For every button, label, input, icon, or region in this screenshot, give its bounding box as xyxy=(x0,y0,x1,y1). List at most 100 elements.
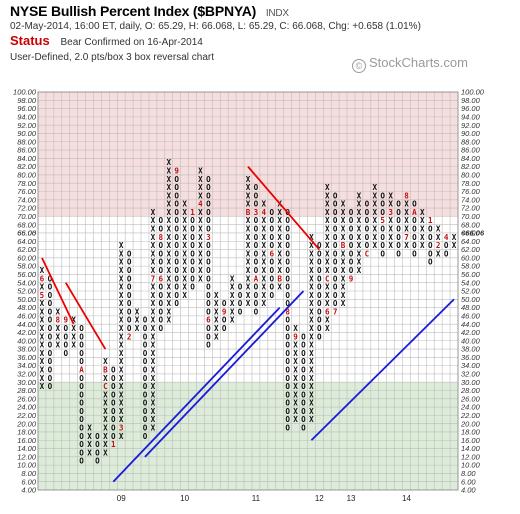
x-box: X xyxy=(40,299,45,308)
x-box: X xyxy=(325,191,330,200)
x-box: X xyxy=(277,233,282,242)
x-box: X xyxy=(309,341,314,350)
o-box: O xyxy=(111,399,116,408)
o-box: O xyxy=(111,390,116,399)
x-box: X xyxy=(40,365,45,374)
y-tick-label-left: 40.00 xyxy=(17,336,37,345)
o-box: O xyxy=(79,432,84,441)
o-box: O xyxy=(79,332,84,341)
o-box: O xyxy=(428,241,433,250)
x-box: X xyxy=(293,390,298,399)
o-box: O xyxy=(254,183,259,192)
x-box: X xyxy=(325,233,330,242)
x-box: X xyxy=(166,233,171,242)
x-box: X xyxy=(119,307,124,316)
x-box: X xyxy=(246,225,251,234)
o-box: O xyxy=(301,341,306,350)
x-box: X xyxy=(452,241,457,250)
x-box: X xyxy=(246,249,251,258)
y-tick-label-left: 80.00 xyxy=(17,171,37,180)
o-box: O xyxy=(79,341,84,350)
x-box: X xyxy=(103,399,108,408)
o-box: O xyxy=(380,200,385,209)
resistance-trendline xyxy=(247,166,321,251)
o-box: O xyxy=(333,200,338,209)
last-price-label: <66.06 xyxy=(461,228,485,237)
o-box: O xyxy=(412,225,417,234)
x-box: X xyxy=(388,216,393,225)
month-mark: A xyxy=(412,208,417,217)
o-box: O xyxy=(317,324,322,333)
o-box: O xyxy=(159,241,164,250)
o-box: O xyxy=(174,216,179,225)
x-box: X xyxy=(198,216,203,225)
x-box: X xyxy=(119,316,124,325)
o-box: O xyxy=(127,299,132,308)
o-box: O xyxy=(222,316,227,325)
y-tick-label-left: 84.00 xyxy=(17,154,37,163)
o-box: O xyxy=(143,341,148,350)
x-box: X xyxy=(40,307,45,316)
o-box: O xyxy=(190,266,195,275)
x-box: X xyxy=(357,191,362,200)
x-box: X xyxy=(246,233,251,242)
x-box: X xyxy=(71,324,76,333)
x-box: X xyxy=(293,365,298,374)
x-box: X xyxy=(325,225,330,234)
o-box: O xyxy=(317,283,322,292)
o-box: O xyxy=(143,324,148,333)
o-box: O xyxy=(63,332,68,341)
x-box: X xyxy=(166,241,171,250)
o-box: O xyxy=(111,415,116,424)
month-mark: 3 xyxy=(206,233,211,242)
x-box: X xyxy=(103,415,108,424)
o-box: O xyxy=(412,241,417,250)
x-box: X xyxy=(341,283,346,292)
o-box: O xyxy=(349,249,354,258)
o-box: O xyxy=(174,283,179,292)
y-tick-label-right: 26.00 xyxy=(460,394,481,403)
o-box: O xyxy=(143,349,148,358)
y-tick-label-left: 50.00 xyxy=(17,295,37,304)
x-box: X xyxy=(151,258,156,267)
chart-title-text: NYSE Bullish Percent Index ($BPNYA) xyxy=(10,3,257,19)
o-box: O xyxy=(396,208,401,217)
y-tick-label-left: 36.00 xyxy=(17,353,37,362)
x-box: X xyxy=(246,216,251,225)
o-box: O xyxy=(206,175,211,184)
o-box: O xyxy=(79,399,84,408)
x-year-label: 14 xyxy=(402,494,411,503)
x-box: X xyxy=(198,225,203,234)
o-box: O xyxy=(238,307,243,316)
month-mark: B xyxy=(246,208,251,217)
month-mark: 5 xyxy=(40,291,45,300)
o-box: O xyxy=(174,241,179,250)
x-box: X xyxy=(151,216,156,225)
month-mark: 3 xyxy=(388,208,393,217)
stockcharts-logo[interactable]: © StockCharts.com xyxy=(352,55,468,73)
o-box: O xyxy=(190,249,195,258)
o-box: O xyxy=(111,407,116,416)
y-tick-label-left: 100.00 xyxy=(13,88,37,97)
x-box: X xyxy=(214,291,219,300)
x-box: X xyxy=(293,374,298,383)
month-mark: 2 xyxy=(436,241,441,250)
x-box: X xyxy=(309,390,314,399)
month-mark: B xyxy=(103,365,108,374)
x-box: X xyxy=(198,208,203,217)
x-box: X xyxy=(277,225,282,234)
x-year-label: 13 xyxy=(347,494,356,503)
x-box: X xyxy=(135,316,140,325)
x-box: X xyxy=(262,233,267,242)
x-box: X xyxy=(341,200,346,209)
month-mark: 9 xyxy=(174,166,179,175)
y-tick-label-left: 20.00 xyxy=(16,419,37,428)
o-box: O xyxy=(301,390,306,399)
o-box: O xyxy=(285,233,290,242)
x-box: X xyxy=(119,241,124,250)
x-box: X xyxy=(293,357,298,366)
x-box: X xyxy=(151,225,156,234)
o-box: O xyxy=(206,258,211,267)
x-box: X xyxy=(436,249,441,258)
o-box: O xyxy=(174,225,179,234)
